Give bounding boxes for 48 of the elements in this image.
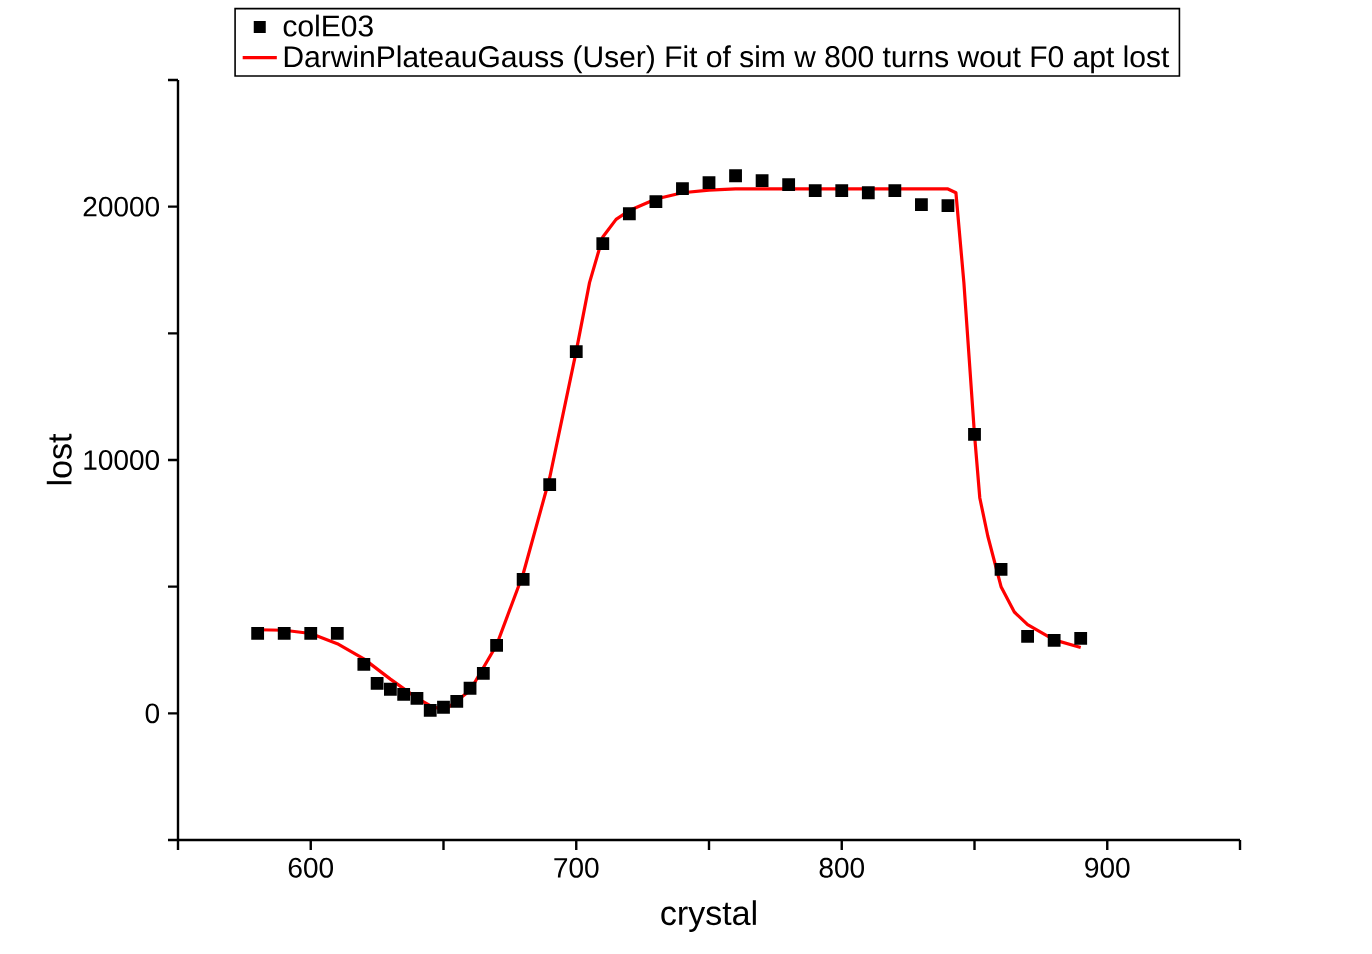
point [330,626,344,640]
x-tick-label: 900 [1085,857,1130,878]
point [251,626,265,640]
y-tick-label: 0 [145,703,160,724]
point [649,195,663,208]
point [888,184,902,198]
point [370,677,384,690]
y-tick-label: 10000 [84,450,160,470]
point [357,658,371,671]
point [490,639,503,652]
point [304,626,318,640]
point [622,207,636,221]
point [476,666,490,680]
point [569,345,583,358]
point [915,198,928,212]
point [835,184,849,198]
point [1047,633,1061,647]
point [410,691,424,705]
x-tick-label: 700 [554,857,599,878]
point [968,428,981,441]
point [702,176,716,189]
point [596,237,610,251]
legend-label: colE03 [283,14,373,37]
point [1021,629,1035,643]
point [437,700,450,714]
point [755,174,769,187]
point [994,563,1008,576]
point [384,682,397,696]
x-tick-label: 600 [288,857,334,878]
point [729,169,742,183]
point [423,703,437,717]
point [861,186,875,200]
y-tick-label: 20000 [83,196,160,217]
x-tick-label: 800 [819,857,865,878]
point [808,184,822,198]
x-axis-title: crystal [661,900,756,932]
point [450,695,464,708]
point [1074,631,1088,645]
point [941,199,955,213]
y-axis-title: lost [46,433,72,485]
point [516,572,530,586]
point [676,182,689,196]
point [782,178,796,192]
point [543,478,557,491]
point [463,681,477,695]
legend-label: DarwinPlateauGauss (User) Fit of sim w 800 turns wout F0 apt lost [284,45,1170,74]
point [397,687,411,701]
point [277,626,291,640]
